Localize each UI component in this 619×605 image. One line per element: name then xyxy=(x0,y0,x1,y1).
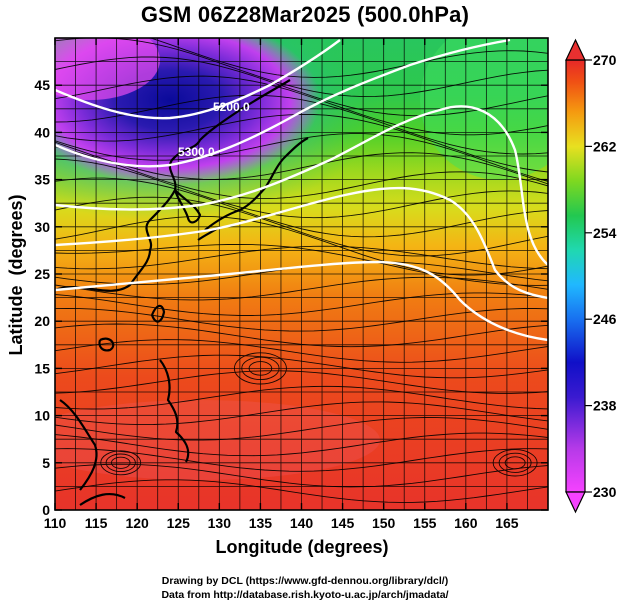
contour-line xyxy=(55,186,548,300)
magenta-region xyxy=(55,38,160,100)
map-plot-area xyxy=(55,38,548,510)
colorbar-tick-label: 238 xyxy=(593,398,617,414)
contour-label-5300: 5300.0 xyxy=(178,145,215,159)
streamline xyxy=(55,385,548,410)
streamline xyxy=(55,479,548,503)
streamline xyxy=(55,94,548,155)
streamline xyxy=(149,38,548,78)
x-tick-label: 155 xyxy=(413,515,437,531)
streamline xyxy=(55,354,548,379)
streamline xyxy=(55,292,548,316)
streamline xyxy=(55,215,548,276)
eddy-streamline xyxy=(105,453,136,473)
streamlines xyxy=(55,38,548,503)
coast-philippines xyxy=(159,359,190,463)
colorbar-tick-label: 246 xyxy=(593,311,617,327)
x-tick-label: 110 xyxy=(44,515,67,531)
y-tick-label: 30 xyxy=(34,219,50,235)
streamline xyxy=(55,463,548,488)
contour-line xyxy=(55,105,548,266)
colorbar-tick-label: 262 xyxy=(593,138,617,154)
y-tick-label: 10 xyxy=(34,408,50,424)
colorbar-top-arrow xyxy=(565,38,586,61)
coast-borneo xyxy=(79,492,126,506)
streamline xyxy=(55,401,548,426)
eddy-streamline xyxy=(110,456,131,469)
streamline xyxy=(55,56,548,117)
eddy-streamline xyxy=(248,361,273,376)
streamline xyxy=(55,158,548,219)
streamline xyxy=(55,245,548,270)
contour-label-5200: 5200.0 xyxy=(213,100,250,114)
contour-line xyxy=(55,39,341,120)
streamline xyxy=(55,177,548,238)
streamline xyxy=(55,141,548,185)
x-tick-label: 150 xyxy=(372,515,396,531)
contour-line xyxy=(55,38,511,168)
streamline xyxy=(55,323,548,348)
contour-line xyxy=(55,260,548,342)
colorbar-body xyxy=(565,59,586,493)
eddy-streamline xyxy=(492,449,538,477)
chart-title: GSM 06Z28Mar2025 (500.0hPa) xyxy=(140,2,470,27)
coast-indochina xyxy=(59,399,98,491)
streamline xyxy=(55,243,548,286)
x-tick-label: 115 xyxy=(85,515,108,531)
streamline xyxy=(55,417,548,441)
streamline xyxy=(55,339,548,363)
x-tick-label: 145 xyxy=(331,515,355,531)
y-axis-title: Latitude (degrees) xyxy=(6,194,26,355)
x-tick-label: 160 xyxy=(454,515,478,531)
eddy-streamline xyxy=(233,352,287,385)
coast-korea xyxy=(173,189,202,224)
y-tick-label: 15 xyxy=(34,360,50,376)
x-tick-label: 120 xyxy=(125,515,149,531)
height-contours xyxy=(55,38,548,342)
streamline xyxy=(55,133,548,182)
streamline xyxy=(55,432,548,457)
y-tick-label: 0 xyxy=(42,502,50,518)
streamline xyxy=(55,370,548,394)
streamline xyxy=(55,146,548,200)
footer-drawing-credit: Drawing by DCL (https://www.gfd-dennou.o… xyxy=(161,575,449,587)
eddy-streamline xyxy=(504,456,526,470)
colorbar-bottom-arrow xyxy=(565,491,586,514)
streamline xyxy=(55,113,548,173)
x-tick-label: 125 xyxy=(167,515,191,531)
y-axis: 0 5 10 15 20 25 30 35 40 45 xyxy=(34,77,548,518)
x-tick-label: 130 xyxy=(208,515,232,531)
x-tick-label: 140 xyxy=(290,515,314,531)
x-tick-label: 165 xyxy=(495,515,519,531)
y-tick-label: 40 xyxy=(34,124,50,140)
streamline xyxy=(55,75,548,136)
streamline xyxy=(55,308,548,332)
colorbar-ticks: 270 262 254 246 238 230 xyxy=(585,52,617,500)
coast-taiwan xyxy=(150,304,166,323)
y-tick-label: 25 xyxy=(34,266,50,282)
eddy-streamline xyxy=(498,452,532,473)
y-tick-label: 5 xyxy=(42,455,50,471)
y-tick-label: 35 xyxy=(34,172,50,188)
y-tick-label: 45 xyxy=(34,77,50,93)
x-axis: 110 115 120 125 130 135 140 145 150 155 160 165 xyxy=(44,38,519,531)
colorbar-tick-label: 270 xyxy=(593,52,617,68)
streamline xyxy=(55,276,548,301)
eddy-streamline xyxy=(100,450,142,476)
colorbar: 270 262 254 246 238 230 xyxy=(565,38,617,514)
colorbar-tick-label: 230 xyxy=(593,484,617,500)
y-tick-label: 20 xyxy=(34,313,50,329)
x-axis-title: Longitude (degrees) xyxy=(215,537,388,557)
footer-data-source: Data from http://database.rish.kyoto-u.a… xyxy=(161,589,449,601)
eddy-streamline xyxy=(241,356,280,381)
streamline xyxy=(55,448,548,472)
x-tick-label: 135 xyxy=(249,515,273,531)
coast-hainan xyxy=(98,337,115,352)
colorbar-tick-label: 254 xyxy=(593,225,617,241)
streamline xyxy=(55,196,548,257)
